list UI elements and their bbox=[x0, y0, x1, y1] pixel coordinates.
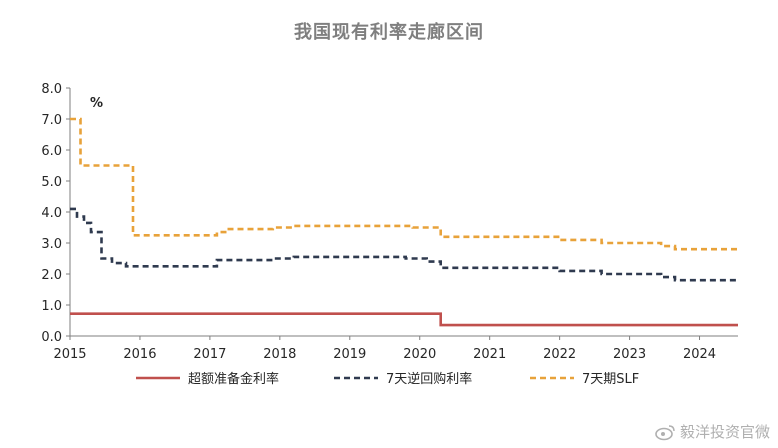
weibo-icon bbox=[655, 424, 675, 440]
y-tick-label: 0.0 bbox=[41, 330, 62, 345]
x-tick-label: 2017 bbox=[193, 347, 226, 362]
y-tick-label: 8.0 bbox=[41, 82, 62, 97]
legend-label-0: 超额准备金利率 bbox=[188, 371, 279, 387]
y-tick-label: 6.0 bbox=[41, 144, 62, 159]
series-line-1 bbox=[70, 207, 738, 282]
legend-label-1: 7天逆回购利率 bbox=[386, 371, 472, 387]
x-tick-label: 2021 bbox=[473, 347, 506, 362]
y-tick-label: 3.0 bbox=[41, 237, 62, 252]
x-tick-label: 2018 bbox=[263, 347, 296, 362]
x-tick-label: 2024 bbox=[683, 347, 716, 362]
x-tick-label: 2015 bbox=[53, 347, 86, 362]
y-tick-label: 5.0 bbox=[41, 175, 62, 190]
y-tick-label: 4.0 bbox=[41, 206, 62, 221]
watermark: 毅洋投资官微 bbox=[654, 421, 770, 442]
y-tick-label: 2.0 bbox=[41, 268, 62, 283]
chart-title: 我国现有利率走廊区间 bbox=[294, 22, 484, 43]
x-tick-label: 2022 bbox=[543, 347, 576, 362]
x-tick-label: 2016 bbox=[123, 347, 156, 362]
series-line-0 bbox=[70, 312, 738, 327]
series-line-2 bbox=[70, 117, 738, 251]
y-tick-label: 7.0 bbox=[41, 113, 62, 128]
watermark-text: 毅洋投资官微 bbox=[679, 423, 770, 441]
x-tick-label: 2019 bbox=[333, 347, 366, 362]
x-tick-label: 2023 bbox=[613, 347, 646, 362]
unit-label: % bbox=[90, 96, 103, 111]
y-tick-label: 1.0 bbox=[41, 299, 62, 314]
x-tick-label: 2020 bbox=[403, 347, 436, 362]
legend-label-2: 7天期SLF bbox=[582, 372, 639, 387]
